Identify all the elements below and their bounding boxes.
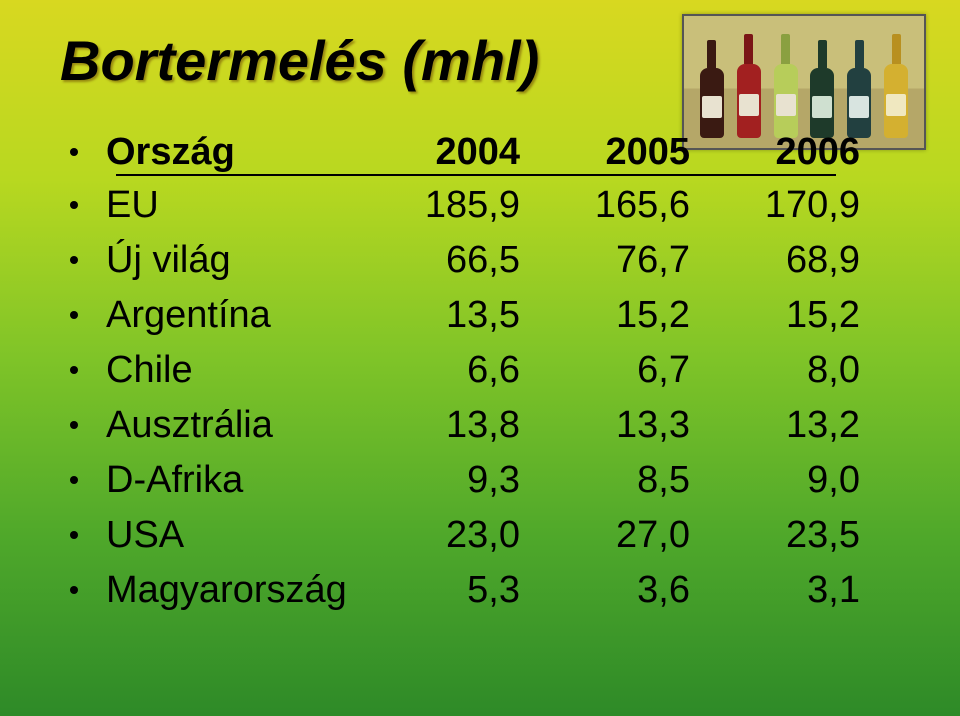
value-cell: 66,5 [386, 239, 556, 282]
value-cell: 5,3 [386, 569, 556, 612]
bullet [70, 459, 106, 502]
value-cell: 170,9 [726, 184, 896, 227]
value-cell: 9,0 [726, 459, 896, 502]
value-cell: 13,8 [386, 404, 556, 447]
value-cell: 3,6 [556, 569, 726, 612]
table-header-row: Ország 2004 2005 2006 [70, 131, 900, 174]
header-year-2: 2005 [556, 131, 726, 174]
header-year-3: 2006 [726, 131, 896, 174]
bullet [70, 514, 106, 557]
table: Ország 2004 2005 2006 EU185,9165,6170,9 Ú… [60, 131, 900, 612]
value-cell: 185,9 [386, 184, 556, 227]
bullet [70, 184, 106, 227]
bullet [70, 131, 106, 174]
table-row: Új világ66,576,768,9 [70, 239, 900, 282]
country-name: USA [106, 514, 386, 557]
wine-bottle-icon [883, 34, 909, 138]
wine-bottles-image [682, 14, 926, 150]
country-name: Ausztrália [106, 404, 386, 447]
table-row: USA23,027,023,5 [70, 514, 900, 557]
wine-bottle-icon [809, 40, 835, 138]
wine-bottle-icon [736, 34, 762, 138]
value-cell: 15,2 [556, 294, 726, 337]
header-country: Ország [106, 131, 386, 174]
value-cell: 23,0 [386, 514, 556, 557]
bullet [70, 349, 106, 392]
header-year-1: 2004 [386, 131, 556, 174]
country-name: Argentína [106, 294, 386, 337]
value-cell: 165,6 [556, 184, 726, 227]
value-cell: 9,3 [386, 459, 556, 502]
table-row: Chile6,66,78,0 [70, 349, 900, 392]
country-name: Magyarország [106, 569, 386, 612]
table-row: Ausztrália13,813,313,2 [70, 404, 900, 447]
value-cell: 6,7 [556, 349, 726, 392]
value-cell: 68,9 [726, 239, 896, 282]
wine-bottle-icon [846, 40, 872, 138]
value-cell: 23,5 [726, 514, 896, 557]
bullet [70, 569, 106, 612]
table-row: D-Afrika9,38,59,0 [70, 459, 900, 502]
table-row: Argentína13,515,215,2 [70, 294, 900, 337]
bullet [70, 404, 106, 447]
wine-bottle-icon [773, 34, 799, 138]
header-underline [116, 174, 836, 176]
value-cell: 27,0 [556, 514, 726, 557]
country-name: Új világ [106, 239, 386, 282]
table-row: EU185,9165,6170,9 [70, 184, 900, 227]
value-cell: 13,5 [386, 294, 556, 337]
value-cell: 8,0 [726, 349, 896, 392]
country-name: EU [106, 184, 386, 227]
country-name: Chile [106, 349, 386, 392]
slide: Bortermelés (mhl) Ország 2004 2005 2006 … [0, 0, 960, 716]
value-cell: 13,3 [556, 404, 726, 447]
bullet [70, 294, 106, 337]
value-cell: 8,5 [556, 459, 726, 502]
bullet [70, 239, 106, 282]
value-cell: 76,7 [556, 239, 726, 282]
value-cell: 6,6 [386, 349, 556, 392]
value-cell: 15,2 [726, 294, 896, 337]
value-cell: 13,2 [726, 404, 896, 447]
table-row: Magyarország5,33,63,1 [70, 569, 900, 612]
wine-bottle-icon [699, 40, 725, 138]
country-name: D-Afrika [106, 459, 386, 502]
value-cell: 3,1 [726, 569, 896, 612]
